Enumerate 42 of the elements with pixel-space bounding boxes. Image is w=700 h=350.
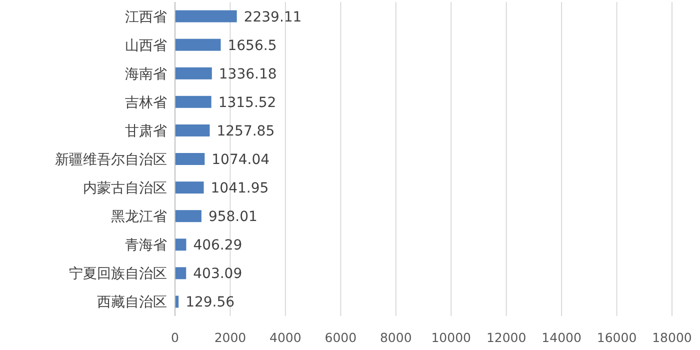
x-tick-label: 2000 (214, 330, 246, 345)
bar (175, 267, 186, 280)
bar (175, 238, 186, 251)
y-tick-label: 宁夏回族自治区 (69, 266, 167, 282)
x-tick-label: 14000 (542, 330, 582, 345)
y-tick-label: 甘肃省 (125, 123, 167, 140)
data-label: 406.29 (193, 238, 242, 254)
y-tick-label: 黑龙江省 (111, 209, 167, 226)
data-label: 1656.5 (228, 38, 277, 54)
data-label: 1074.04 (212, 152, 270, 168)
y-tick-label: 江西省 (125, 9, 167, 26)
x-tick-label: 18000 (652, 330, 692, 345)
bar (175, 210, 202, 222)
y-tick-label: 新疆维吾尔自治区 (55, 152, 167, 168)
x-tick-label: 12000 (486, 330, 526, 345)
x-tick-label: 8000 (380, 330, 412, 345)
y-tick-label: 内蒙古自治区 (83, 180, 167, 197)
data-label: 1336.18 (218, 66, 277, 82)
bar (175, 10, 237, 22)
data-label: 1041.95 (210, 180, 269, 197)
data-label: 2239.11 (244, 9, 302, 26)
y-tick-label: 西藏自治区 (97, 294, 167, 311)
bar (175, 96, 212, 108)
bar (175, 153, 205, 165)
x-tick-label: 16000 (596, 330, 637, 345)
bar (175, 124, 210, 136)
bar (175, 38, 221, 51)
bar (175, 182, 204, 194)
y-tick-label: 青海省 (125, 238, 167, 254)
bar (175, 67, 212, 80)
x-tick-label: 6000 (324, 330, 357, 345)
data-label: 1315.52 (218, 94, 276, 111)
data-label: 129.56 (186, 294, 235, 311)
x-tick-label: 10000 (431, 330, 472, 345)
data-label: 958.01 (208, 209, 258, 226)
data-label: 1257.85 (216, 123, 275, 140)
y-tick-label: 海南省 (125, 66, 167, 82)
y-tick-label: 吉林省 (125, 94, 167, 111)
y-tick-label: 山西省 (125, 38, 167, 54)
x-tick-label: 0 (171, 330, 180, 345)
data-label: 403.09 (193, 266, 242, 282)
x-tick-label: 4000 (270, 330, 302, 345)
